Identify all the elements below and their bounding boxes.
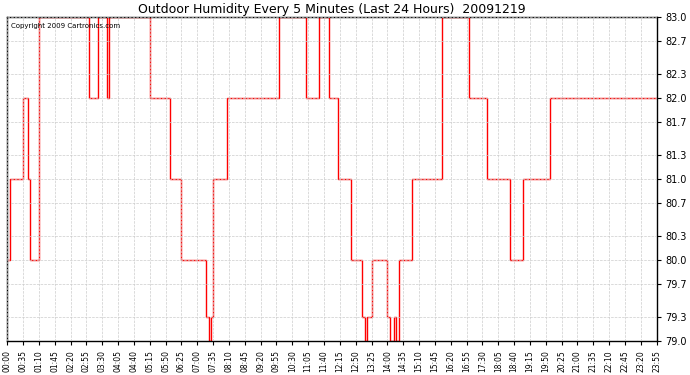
Title: Outdoor Humidity Every 5 Minutes (Last 24 Hours)  20091219: Outdoor Humidity Every 5 Minutes (Last 2…	[138, 3, 526, 16]
Text: Copyright 2009 Cartronics.com: Copyright 2009 Cartronics.com	[10, 23, 119, 29]
